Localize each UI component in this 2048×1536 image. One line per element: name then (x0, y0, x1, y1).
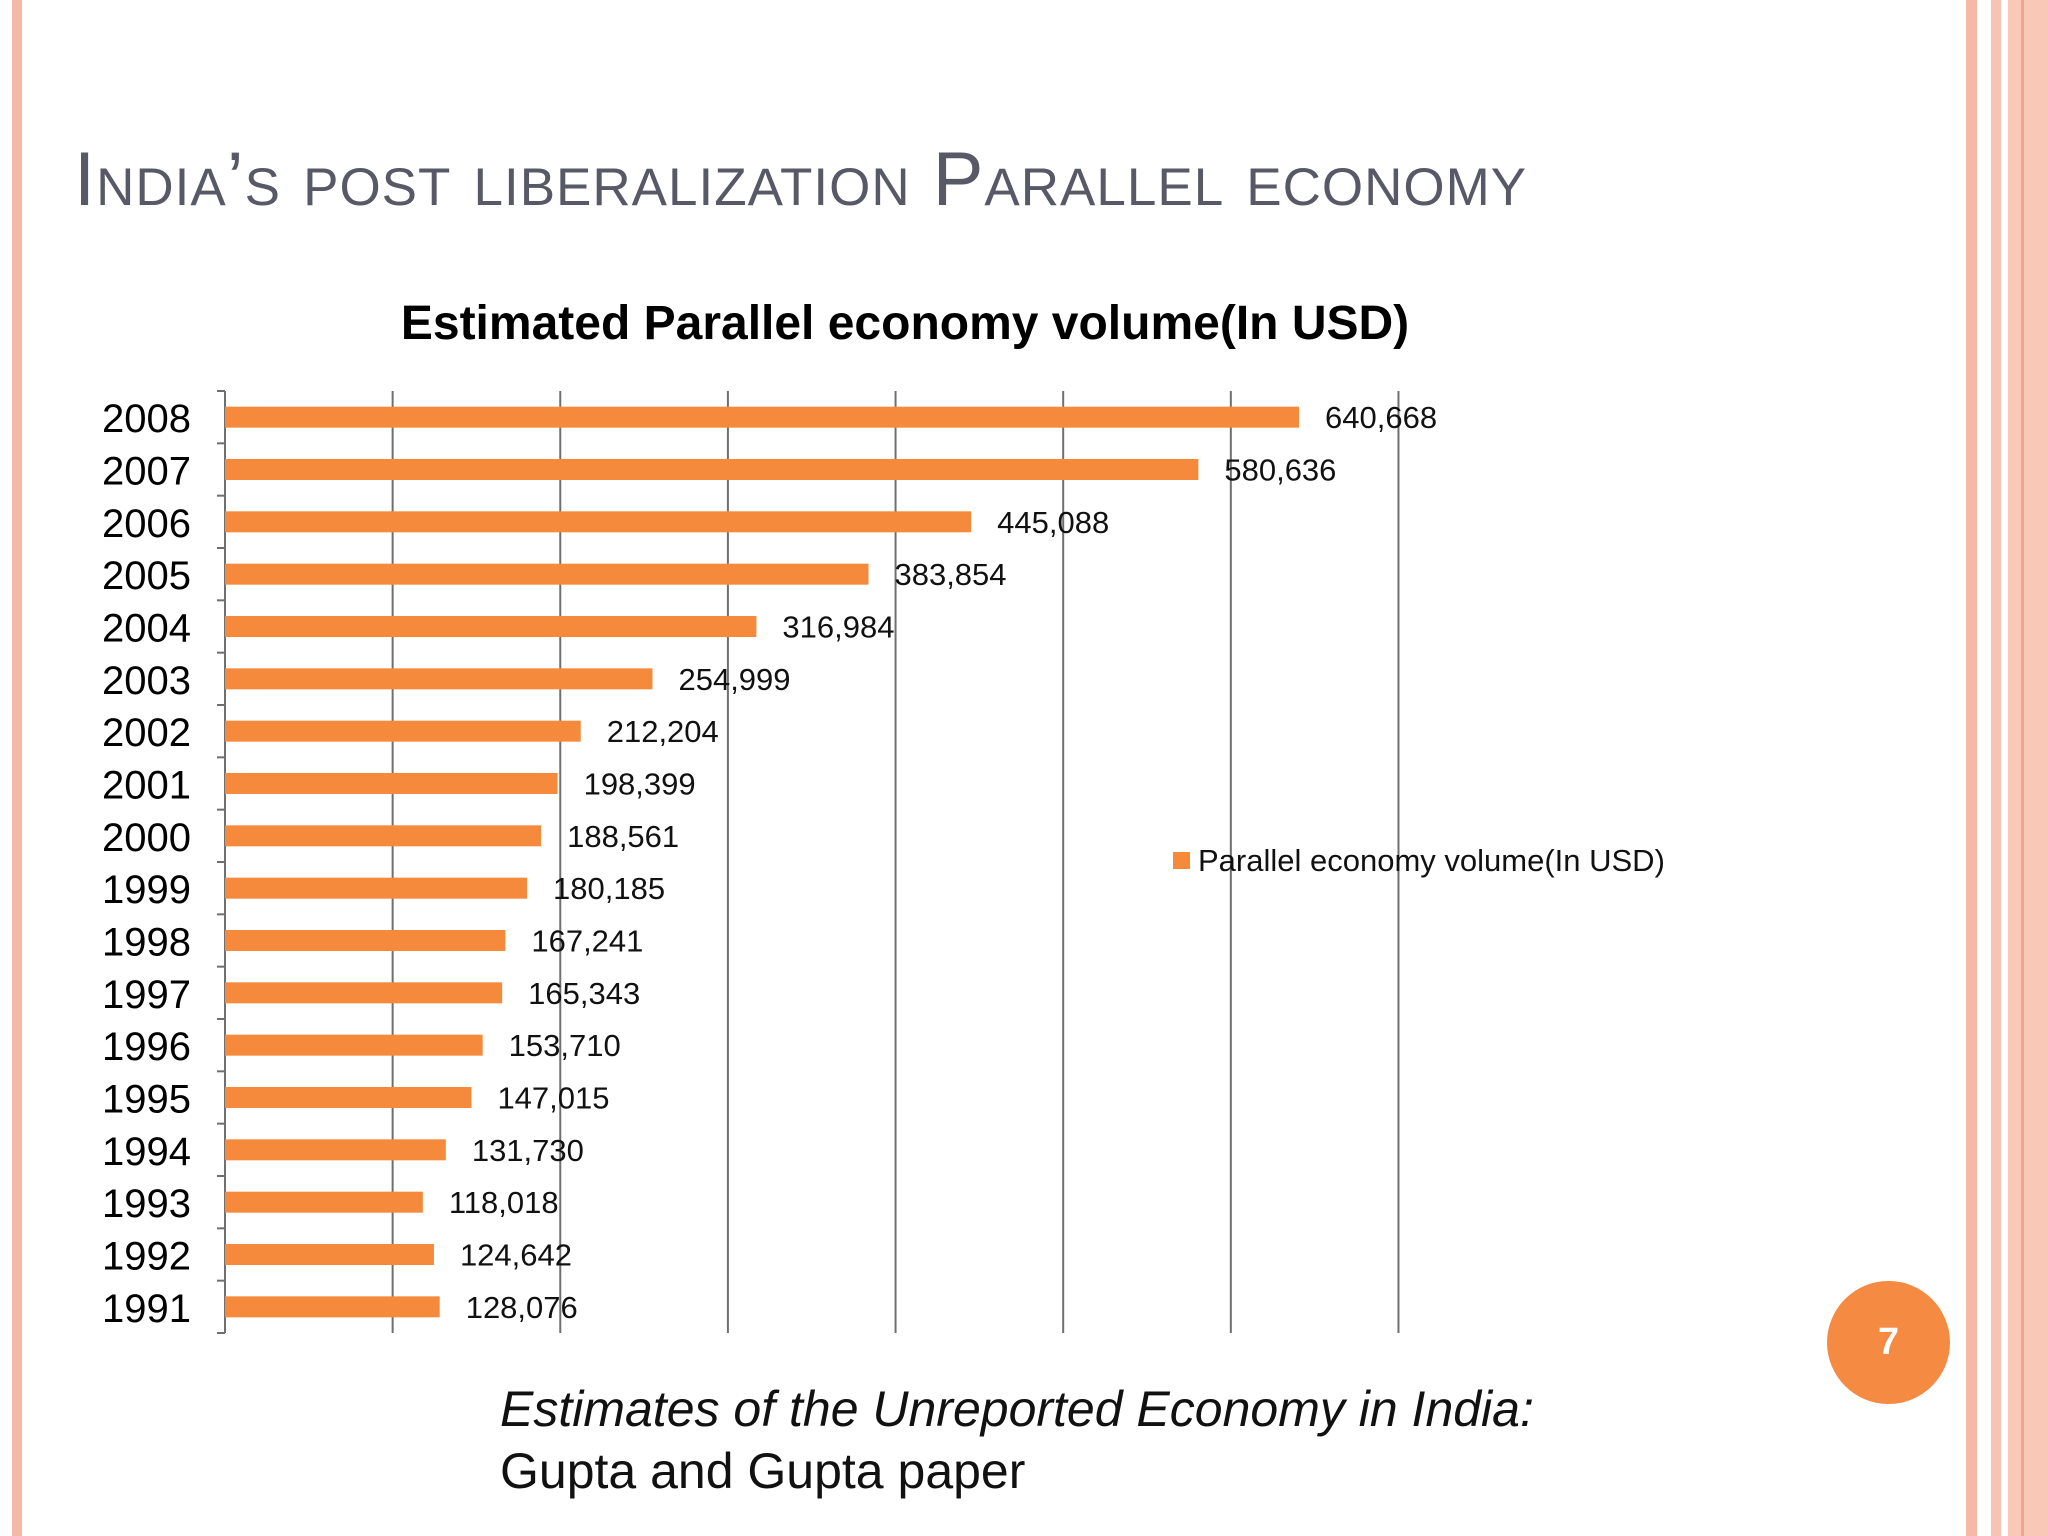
legend-label: Parallel economy volume(In USD) (1198, 843, 1665, 878)
data-label: 580,636 (1224, 453, 1336, 488)
data-label: 124,642 (460, 1238, 572, 1273)
bar (225, 1139, 446, 1161)
category-label: 1997 (102, 973, 191, 1017)
category-label: 1996 (102, 1025, 191, 1069)
slide-border-right (1991, 0, 2001, 1536)
bar (225, 459, 1199, 480)
page-number: 7 (1877, 1321, 1900, 1363)
data-label: 165,343 (528, 976, 640, 1011)
source-caption-authors: Gupta and Gupta paper (500, 1443, 1026, 1499)
data-label: 153,710 (509, 1028, 621, 1063)
category-label: 1998 (102, 921, 191, 965)
data-label: 118,018 (449, 1185, 559, 1220)
page-number-badge: 7 (1827, 1281, 1950, 1404)
bar (225, 1244, 434, 1265)
bar (225, 1087, 472, 1108)
category-label: 2007 (102, 450, 191, 494)
bar (225, 825, 542, 847)
slide-border-right (2008, 0, 2048, 1536)
category-label: 1992 (102, 1235, 191, 1279)
data-label: 180,185 (553, 871, 665, 906)
source-caption-title: Estimates of the Unreported Economy in I… (500, 1381, 1534, 1437)
category-label: 1993 (102, 1182, 191, 1226)
data-label: 131,730 (472, 1133, 584, 1168)
data-label: 188,561 (567, 819, 679, 854)
bar (225, 720, 581, 742)
category-label: 2003 (102, 659, 191, 703)
data-label: 640,668 (1325, 400, 1437, 435)
bar (225, 930, 506, 951)
category-label: 1991 (102, 1287, 191, 1331)
bar (225, 1296, 440, 1318)
slide-border-left (12, 0, 22, 1536)
slide-border-right (2021, 0, 2024, 1536)
data-label: 254,999 (678, 662, 790, 697)
bar (225, 1034, 483, 1056)
data-label: 316,984 (782, 610, 894, 645)
slide-title: India’s post liberalization Parallel eco… (74, 137, 1528, 222)
bar (225, 511, 972, 533)
category-label: 1995 (102, 1078, 191, 1122)
bar (225, 1191, 423, 1213)
bar (225, 616, 757, 637)
data-label: 167,241 (531, 924, 643, 959)
category-label: 2006 (102, 502, 191, 546)
data-label: 128,076 (466, 1290, 578, 1325)
category-label: 2002 (102, 711, 191, 755)
category-label: 2005 (102, 554, 191, 598)
bar (225, 563, 869, 585)
bar (225, 982, 503, 1004)
category-label: 2000 (102, 816, 191, 860)
bar (225, 877, 528, 899)
category-label: 1999 (102, 868, 191, 912)
data-label: 147,015 (497, 1081, 609, 1116)
data-label: 212,204 (607, 714, 719, 749)
data-label: 198,399 (584, 767, 696, 802)
category-label: 1994 (102, 1130, 191, 1174)
slide-border-right (1966, 0, 1977, 1536)
bar (225, 406, 1299, 428)
bar (225, 668, 653, 690)
legend-swatch (1173, 852, 1190, 869)
data-label: 383,854 (894, 557, 1006, 592)
category-label: 2004 (102, 607, 191, 651)
category-label: 2008 (102, 397, 191, 441)
data-label: 445,088 (997, 505, 1109, 540)
chart-title: Estimated Parallel economy volume(In USD… (400, 297, 1410, 350)
bar (225, 773, 558, 794)
category-label: 2001 (102, 764, 191, 808)
